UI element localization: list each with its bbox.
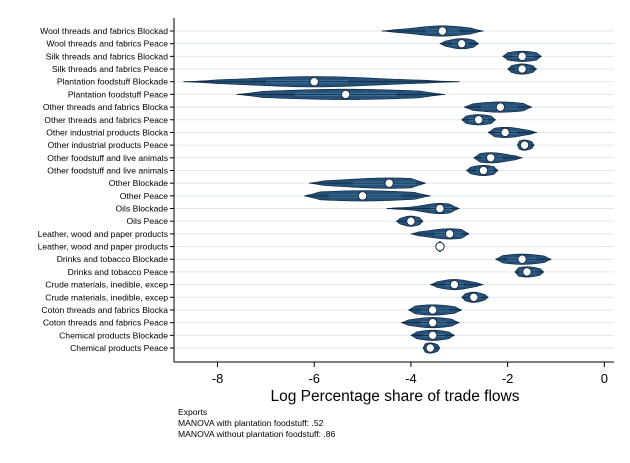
violin (507, 63, 537, 75)
violin-median (473, 115, 484, 125)
violin (422, 342, 441, 354)
violin-median (517, 254, 527, 264)
y-tick-label: Coton threads and fabrics Blocka (41, 305, 168, 315)
y-tick-label: Other industrial products Peace (48, 140, 169, 150)
y-tick-label: Plantation foodstuff Blockade (57, 77, 168, 87)
violin-median (519, 140, 530, 150)
violin-median (427, 305, 438, 315)
y-tick-label: Other Blockade (109, 178, 168, 188)
violin (516, 139, 535, 151)
y-tick-label: Other Peace (120, 191, 168, 201)
note-line-manova-with: MANOVA with plantation foodstuff: .52 (178, 418, 324, 428)
violin-median (384, 178, 394, 188)
violin (410, 329, 455, 341)
violin (466, 164, 499, 176)
violin-median (437, 26, 448, 36)
x-tick-label: -8 (212, 371, 224, 386)
violin (435, 241, 445, 253)
y-tick-label: Drinks and tobacco Peace (68, 267, 169, 277)
y-tick-label: Other threads and fabrics Blocka (43, 102, 168, 112)
y-tick-label: Other industrial products Blocka (46, 127, 168, 137)
violin-median (427, 317, 438, 328)
violin (461, 291, 489, 303)
violin (463, 101, 533, 113)
violin (381, 25, 484, 37)
violin-layer (183, 25, 552, 354)
violin-median (435, 241, 445, 252)
y-tick-label: Plantation foodstuff Peace (68, 89, 168, 99)
y-tick-label: Silk threads and fabrics Peace (52, 64, 168, 74)
violin-median (517, 51, 527, 62)
violin-median (444, 229, 455, 239)
y-tick-label: Chemical products Blockade (59, 330, 168, 340)
violin-median (435, 203, 445, 214)
violin-median (469, 292, 479, 302)
y-tick-label: Chemical products Peace (70, 343, 168, 353)
violin-median (427, 330, 438, 341)
y-tick-label: Other threads and fabrics Peace (44, 115, 168, 125)
y-tick-label: Wool threads and fabrics Peace (46, 39, 168, 49)
violin-median (357, 191, 368, 201)
violin-median (478, 165, 489, 176)
y-tick-label: Leather, wood and paper products (38, 242, 168, 252)
y-tick-label: Coton threads and fabrics Peace (43, 318, 168, 328)
violin-median (522, 267, 532, 277)
violin-median (486, 153, 496, 163)
violin (410, 228, 470, 240)
y-tick-label: Crude materials, inedible, excep (45, 292, 168, 302)
violin (439, 38, 479, 50)
x-tick-label: 0 (601, 371, 608, 386)
violin-median (309, 77, 319, 87)
violin (304, 190, 431, 202)
grid-layer (174, 30, 614, 349)
x-tick-label: -2 (502, 371, 514, 386)
violin (396, 215, 424, 227)
violin (183, 76, 460, 88)
violin-median (425, 343, 435, 353)
violin (473, 152, 523, 164)
y-tick-label: Oils Blockade (115, 204, 168, 214)
violin-median (500, 127, 510, 138)
violin (236, 88, 446, 100)
violin-median (340, 89, 351, 100)
violin (487, 126, 537, 138)
violin (408, 304, 462, 316)
y-tick-label: Silk threads and fabrics Blockad (46, 51, 169, 61)
y-tick-label: Drinks and tobacco Blockade (57, 254, 169, 264)
violin-median (456, 38, 467, 49)
axis-layer: Wool threads and fabrics Blockad Wool thr… (38, 18, 614, 386)
violin-median (406, 216, 416, 226)
x-tick-label: -4 (405, 371, 417, 386)
violin (309, 177, 426, 189)
note-line-manova-without: MANOVA without plantation foodstuff: .86 (178, 429, 336, 439)
violin-median (495, 102, 506, 112)
violin (514, 266, 545, 278)
y-tick-label: Other foodstuff and live animals (47, 165, 168, 175)
y-tick-label: Other foodstuff and live animals (47, 153, 168, 163)
violin (502, 50, 542, 62)
y-tick-label: Leather, wood and paper products (38, 229, 168, 239)
violin (386, 203, 460, 215)
violin (429, 279, 484, 291)
violin (495, 253, 552, 265)
violin (400, 317, 460, 329)
note-title: Exports (178, 407, 208, 417)
violin (461, 114, 496, 126)
violin-median (517, 64, 527, 74)
x-tick-label: -6 (308, 371, 320, 386)
violin-median (449, 279, 460, 290)
y-tick-label: Oils Peace (126, 216, 168, 226)
y-tick-label: Wool threads and fabrics Blockad (40, 26, 168, 36)
y-tick-label: Crude materials, inedible, excep (45, 280, 168, 290)
x-axis-label: Log Percentage share of trade flows (270, 388, 519, 405)
